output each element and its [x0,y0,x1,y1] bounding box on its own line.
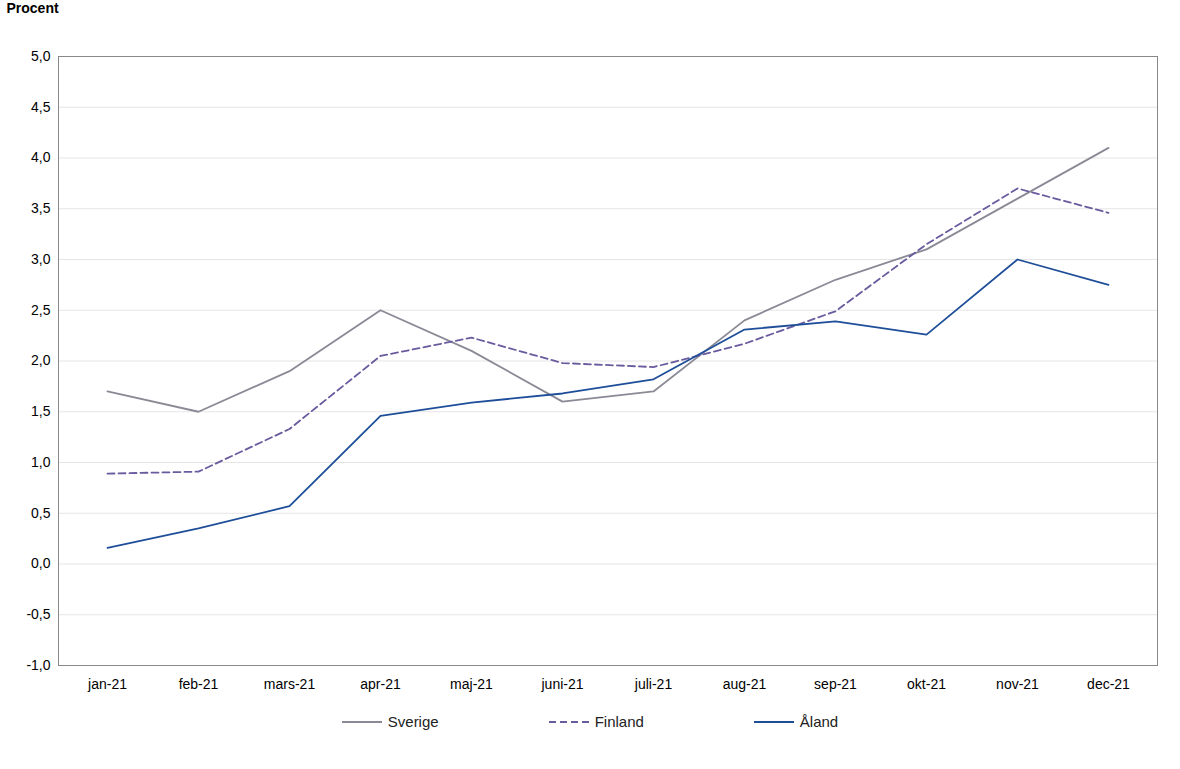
svg-text:sep-21: sep-21 [814,676,857,692]
svg-text:apr-21: apr-21 [360,676,401,692]
svg-text:-1,0: -1,0 [26,657,50,673]
svg-text:4,5: 4,5 [31,99,51,115]
svg-text:okt-21: okt-21 [907,676,946,692]
svg-text:3,0: 3,0 [31,251,51,267]
svg-text:4,0: 4,0 [31,149,51,165]
html-text:Finland: Finland [594,713,644,730]
svg-text:2,5: 2,5 [31,302,51,318]
svg-text:Procent: Procent [7,0,59,16]
svg-text:-0,5: -0,5 [26,606,50,622]
svg-text:5,0: 5,0 [31,48,51,64]
svg-text:3,5: 3,5 [31,200,51,216]
svg-text:feb-21: feb-21 [179,676,219,692]
html-text:Sverige: Sverige [387,713,439,730]
svg-text:1,5: 1,5 [31,403,51,419]
svg-text:0,5: 0,5 [31,505,51,521]
svg-text:1,0: 1,0 [31,454,51,470]
svg-text:aug-21: aug-21 [723,676,767,692]
svg-text:2,0: 2,0 [31,352,51,368]
svg-text:dec-21: dec-21 [1087,676,1130,692]
svg-text:mars-21: mars-21 [264,676,316,692]
svg-text:jan-21: jan-21 [87,676,127,692]
html-text:Åland: Åland [799,713,839,730]
svg-text:juni-21: juni-21 [540,676,583,692]
svg-text:maj-21: maj-21 [450,676,493,692]
svg-text:juli-21: juli-21 [634,676,673,692]
svg-text:0,0: 0,0 [31,555,51,571]
svg-text:nov-21: nov-21 [996,676,1039,692]
